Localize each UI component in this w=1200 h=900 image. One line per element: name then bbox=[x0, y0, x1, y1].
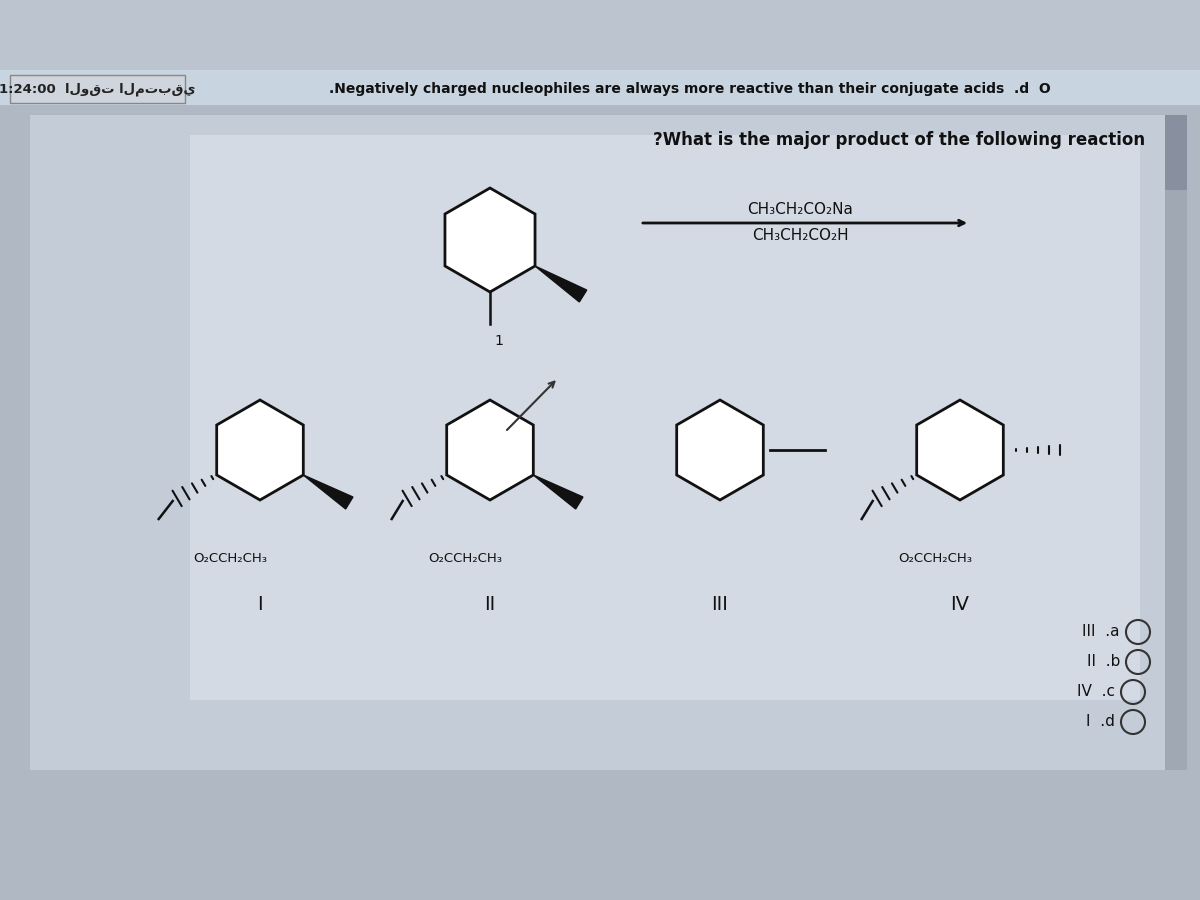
Text: 1: 1 bbox=[494, 334, 503, 348]
Polygon shape bbox=[533, 475, 583, 509]
Bar bbox=[0, 70, 1200, 105]
Text: II  .b: II .b bbox=[1087, 654, 1120, 670]
Text: 1:24:00  الوقت المتبقي: 1:24:00 الوقت المتبقي bbox=[0, 82, 196, 95]
Bar bbox=[1165, 115, 1187, 770]
Polygon shape bbox=[535, 266, 587, 302]
Text: III  .a: III .a bbox=[1082, 625, 1120, 640]
Text: II: II bbox=[485, 596, 496, 615]
Text: I  .d: I .d bbox=[1086, 715, 1115, 730]
Polygon shape bbox=[677, 400, 763, 500]
Polygon shape bbox=[217, 400, 304, 500]
Polygon shape bbox=[446, 400, 533, 500]
Text: IV  .c: IV .c bbox=[1078, 685, 1115, 699]
Text: ?What is the major product of the following reaction: ?What is the major product of the follow… bbox=[653, 131, 1145, 149]
Text: CH₃CH₂CO₂H: CH₃CH₂CO₂H bbox=[751, 228, 848, 242]
Text: CH₃CH₂CO₂Na: CH₃CH₂CO₂Na bbox=[748, 202, 853, 218]
Text: O₂CCH₂CH₃: O₂CCH₂CH₃ bbox=[193, 552, 266, 564]
Bar bbox=[0, 0, 1200, 80]
Bar bbox=[0, 0, 1200, 85]
Text: O₂CCH₂CH₃: O₂CCH₂CH₃ bbox=[898, 552, 972, 564]
Text: .Negatively charged nucleophiles are always more reactive than their conjugate a: .Negatively charged nucleophiles are alw… bbox=[329, 82, 1051, 96]
Bar bbox=[30, 115, 1180, 770]
Text: O₂CCH₂CH₃: O₂CCH₂CH₃ bbox=[428, 552, 502, 564]
Polygon shape bbox=[445, 188, 535, 292]
Polygon shape bbox=[917, 400, 1003, 500]
FancyBboxPatch shape bbox=[10, 75, 185, 103]
Text: III: III bbox=[712, 596, 728, 615]
Bar bbox=[190, 135, 1140, 700]
Polygon shape bbox=[304, 475, 353, 509]
Text: I: I bbox=[257, 596, 263, 615]
Text: IV: IV bbox=[950, 596, 970, 615]
Bar bbox=[1165, 115, 1187, 190]
